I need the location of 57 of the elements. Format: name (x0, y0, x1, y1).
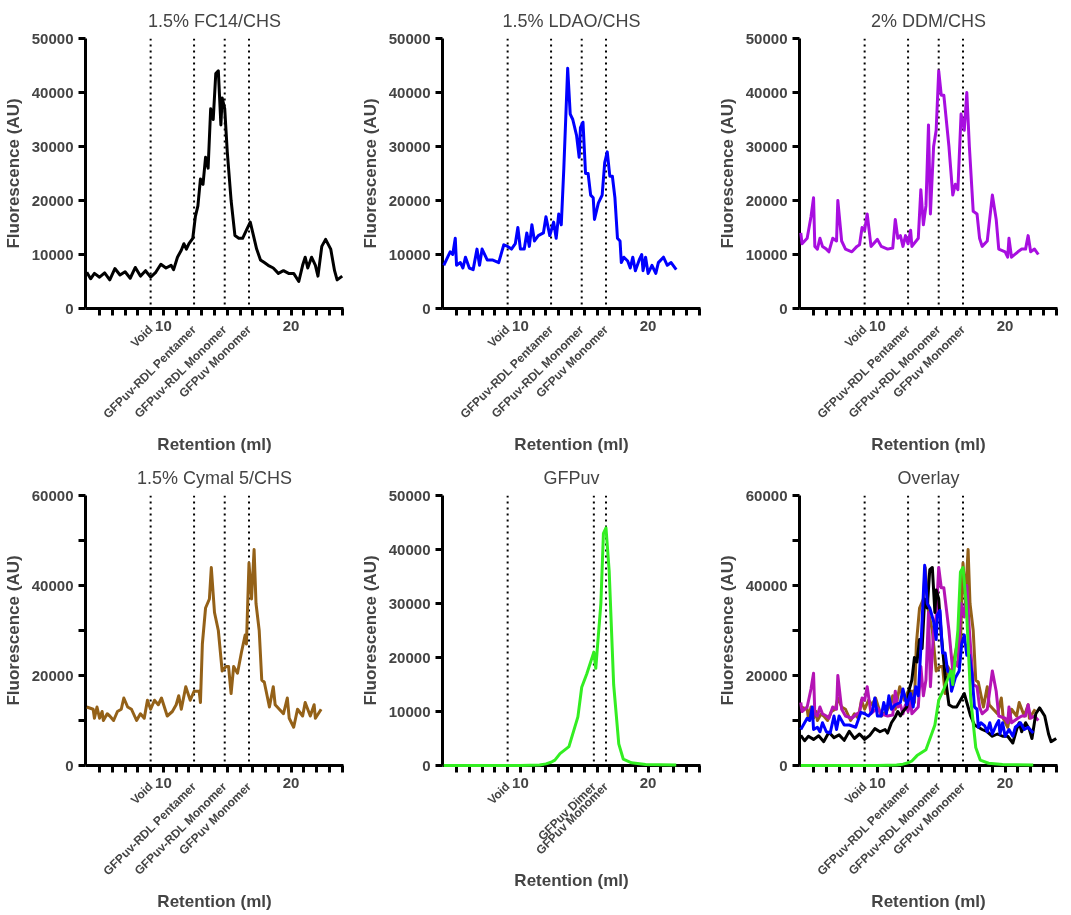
y-tick-label: 10000 (388, 702, 431, 720)
x-tick-label: 20 (996, 773, 1014, 791)
y-axis-title: Fluorescence (AU) (717, 98, 737, 249)
y-tick-label: 10000 (31, 245, 74, 263)
y-tick-label: 10000 (388, 245, 431, 263)
x-axis-title: Retention (ml) (514, 435, 629, 455)
y-tick-label: 50000 (745, 29, 788, 47)
x-tick-label: 10 (512, 773, 529, 791)
y-tick-label: 20000 (745, 191, 788, 209)
y-tick-label: 40000 (388, 540, 431, 558)
y-tick-label: 0 (65, 299, 74, 317)
y-tick-label: 40000 (31, 576, 74, 594)
y-tick-label: 30000 (388, 594, 431, 612)
y-tick-label: 50000 (388, 29, 431, 47)
x-axis-title: Retention (ml) (871, 435, 986, 455)
y-axis-title: Fluorescence (AU) (360, 98, 380, 249)
y-tick-label: 60000 (745, 486, 788, 504)
y-tick-label: 20000 (31, 191, 74, 209)
x-tick-label: 20 (639, 773, 657, 791)
chart-title: 1.5% FC14/CHS (147, 10, 282, 31)
y-tick-label: 30000 (31, 137, 74, 155)
y-tick-label: 60000 (31, 486, 74, 504)
y-axis-title: Fluorescence (AU) (360, 555, 380, 706)
chart-title: 2% DDM/CHS (870, 10, 987, 31)
y-tick-label: 40000 (31, 83, 74, 101)
chart-title: GFPuv (543, 467, 600, 488)
y-tick-label: 20000 (31, 666, 74, 684)
x-axis-title: Retention (ml) (157, 435, 272, 455)
y-tick-label: 20000 (388, 648, 431, 666)
x-axis-title: Retention (ml) (514, 871, 629, 891)
x-tick-label: 20 (996, 316, 1014, 334)
y-tick-label: 40000 (745, 83, 788, 101)
y-tick-label: 0 (779, 756, 788, 774)
chart-title: 1.5% LDAO/CHS (502, 10, 641, 31)
y-tick-label: 0 (65, 756, 74, 774)
chart-title: 1.5% Cymal 5/CHS (136, 467, 293, 488)
y-axis-title: Fluorescence (AU) (3, 98, 23, 249)
x-tick-label: 20 (639, 316, 657, 334)
y-tick-label: 20000 (745, 666, 788, 684)
y-tick-label: 0 (422, 299, 431, 317)
y-tick-label: 30000 (388, 137, 431, 155)
y-tick-label: 40000 (745, 576, 788, 594)
y-tick-label: 20000 (388, 191, 431, 209)
x-tick-label: 20 (282, 316, 300, 334)
y-tick-label: 50000 (388, 486, 431, 504)
x-axis-title: Retention (ml) (157, 892, 272, 912)
y-tick-label: 0 (422, 756, 431, 774)
y-axis-title: Fluorescence (AU) (717, 555, 737, 706)
y-tick-label: 0 (779, 299, 788, 317)
y-tick-label: 10000 (745, 245, 788, 263)
y-axis-title: Fluorescence (AU) (3, 555, 23, 706)
x-axis-title: Retention (ml) (871, 892, 986, 912)
chart-title: Overlay (897, 467, 960, 488)
x-tick-label: 20 (282, 773, 300, 791)
y-tick-label: 50000 (31, 29, 74, 47)
y-tick-label: 30000 (745, 137, 788, 155)
y-tick-label: 40000 (388, 83, 431, 101)
